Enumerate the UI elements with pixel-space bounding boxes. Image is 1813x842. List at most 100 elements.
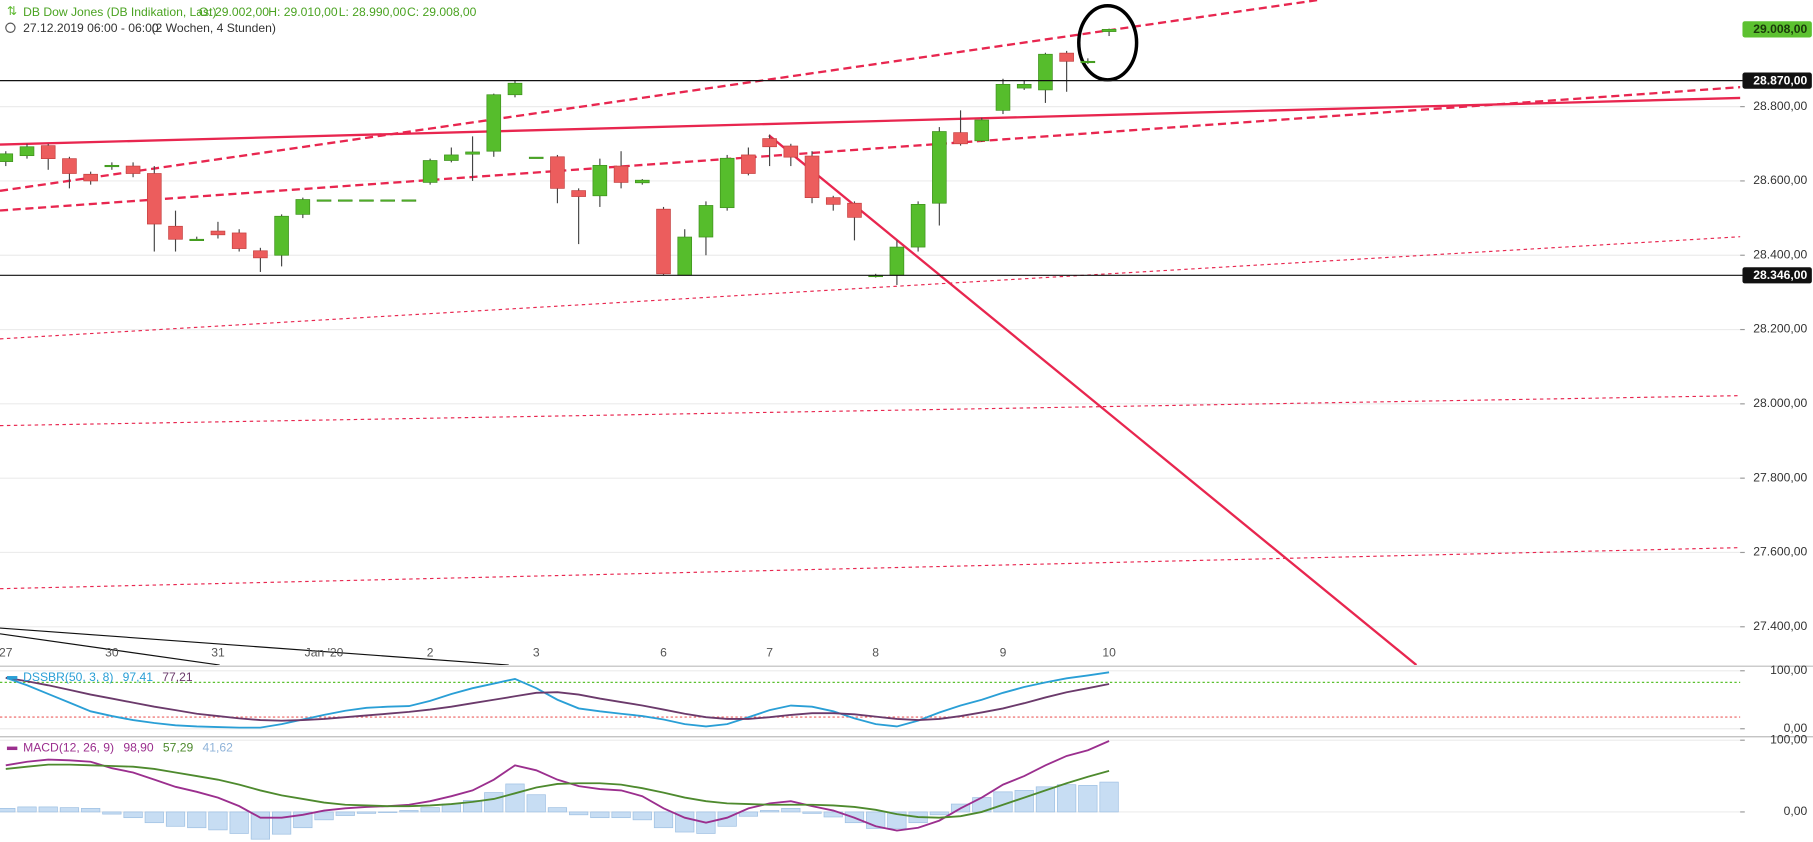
histogram-bar [526,794,546,813]
highlight-circle [1077,4,1139,82]
candle-body [932,131,947,204]
y-tick-label: 100,00 [1770,663,1807,677]
candle-body [147,173,162,225]
y-tick-label: 100,00 [1770,732,1807,746]
candle-body [825,197,841,205]
candle-body [889,246,905,276]
ohlc-close: C: 29.008,00 [407,5,477,19]
indicator-line [5,740,1110,832]
y-tick-label: 28.600,00 [1753,173,1807,187]
candle-body [274,215,289,256]
x-tick-label: 8 [872,646,879,660]
histogram-bar [484,792,504,813]
candle-body [104,164,120,168]
histogram-bar [420,807,440,813]
histogram-bar [590,811,610,819]
histogram-bar [356,811,377,814]
candle-body [83,173,98,182]
candle-body [168,225,183,240]
x-tick-label: 30 [105,646,119,660]
y-tick-label: 28.400,00 [1753,247,1807,261]
histogram-bar [547,807,568,813]
price-marker-label: 29.008,00 [1753,22,1807,36]
candle-body [62,158,77,174]
x-tick-label: 9 [1000,646,1007,660]
y-tick-label: 27.600,00 [1753,545,1807,559]
y-tick-label: 28.000,00 [1753,396,1807,410]
y-tick-label: 27.800,00 [1753,470,1807,484]
candle-body [19,146,35,157]
candle-body [337,199,353,202]
y-tick-label: 0,00 [1784,721,1808,735]
x-tick-label: Jan '20 [305,646,344,660]
x-tick-label: 6 [660,646,667,660]
ohlc-high: H: 29.010,00 [268,5,338,19]
candle-body [592,164,608,197]
candle-body [528,156,544,159]
candle-body [762,138,777,148]
trendline [0,627,509,666]
price-marker-label: 28.346,00 [1753,268,1807,282]
x-tick-label: 7 [766,646,773,660]
candle-body [613,165,629,183]
candle-body [380,199,395,202]
candle-body [741,154,756,174]
indicator-value-label: 98,90 [123,741,154,755]
y-tick-label: 0,00 [1784,804,1808,818]
histogram-bar [1014,790,1034,813]
candle-body [571,190,586,197]
candle-body [783,145,799,158]
indicator-title: DSSBR(50, 3, 8) [23,670,113,684]
price-marker-label: 28.870,00 [1753,73,1807,87]
price-marker [1742,21,1812,38]
price-marker [1742,72,1812,89]
candle-body [210,230,226,236]
histogram-bar [272,811,292,835]
ohlc-low: L: 28.990,00 [339,5,407,19]
candle-body [953,132,968,145]
histogram-bar [335,811,355,816]
candle-body [444,154,459,161]
histogram-bar [0,808,16,813]
histogram-bar [17,806,37,813]
candle-body [507,82,523,96]
candle-body [910,203,926,248]
histogram-bar [187,811,207,829]
histogram-bar [378,811,398,813]
histogram-bar [887,811,907,829]
histogram-bar [123,811,143,819]
histogram-bar [1099,781,1119,813]
grid [0,106,1741,813]
histogram-bar [59,807,80,813]
candle-body [847,202,862,218]
candle-body [1101,29,1117,32]
histogram-bar [81,808,101,813]
x-tick-label: 2 [427,646,434,660]
candle-body [677,236,693,276]
indicator-title: MACD(12, 26, 9) [23,741,114,755]
candle-body [1059,52,1074,62]
candle-body [189,238,205,242]
histogram-bar [38,806,58,813]
marks [0,28,1743,840]
subtitle: 27.12.2019 06:00 - 06:00 [23,21,159,35]
candle-body [125,165,141,174]
candle-body [1016,83,1032,89]
candle-body [974,119,990,142]
histogram-bar [505,783,525,813]
candle-body [719,157,735,209]
histogram-bar [929,811,949,816]
histogram-bar [738,811,758,817]
labels: ⇅ DB Dow Jones (DB Indikation, Last) O: … [0,4,1812,818]
histogram-bar [165,811,186,827]
trendline [0,236,1741,340]
chart-title: DB Dow Jones (DB Indikation, Last) [23,5,216,19]
candle-body [422,160,438,183]
trendline [0,0,1319,192]
histogram-bar [675,811,695,833]
candle-body [1038,53,1053,91]
histogram-bar [653,811,674,829]
trendline [768,134,1418,666]
